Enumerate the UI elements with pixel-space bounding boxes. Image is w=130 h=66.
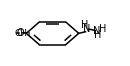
Text: N: N xyxy=(93,26,100,36)
Text: H: H xyxy=(95,30,102,40)
Text: N: N xyxy=(83,24,90,34)
Text: O: O xyxy=(17,28,25,38)
Text: H: H xyxy=(99,24,106,34)
Text: CH₃: CH₃ xyxy=(15,29,31,38)
Text: H: H xyxy=(81,20,88,30)
